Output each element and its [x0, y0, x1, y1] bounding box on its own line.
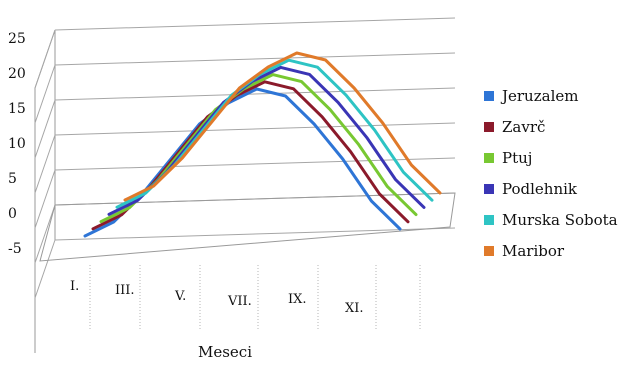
gridline	[54, 52, 456, 66]
side-gridline	[34, 169, 56, 229]
legend-swatch	[484, 90, 494, 101]
y-axis-ticks: 25 20 15 10 5 0 -5	[8, 31, 26, 257]
x-tick-label: V.	[174, 289, 186, 304]
gridline	[54, 17, 456, 31]
x-tick-label: IX.	[288, 292, 307, 307]
legend-label: Maribor	[502, 241, 565, 260]
chart-floor-plane	[39, 192, 456, 262]
y-tick-label: 15	[8, 101, 26, 117]
legend-swatch	[484, 183, 494, 194]
legend-item: Zavrč	[484, 111, 618, 142]
x-tick-label: III.	[115, 283, 135, 298]
legend-swatch	[484, 214, 494, 225]
legend-item: Jeruzalem	[484, 80, 618, 111]
chart-legend: Jeruzalem Zavrč Ptuj Podlehnik Murska Sobota…	[484, 80, 618, 266]
x-axis-ticks: I. III. V. VII. IX. XI.	[70, 265, 421, 330]
y-tick-label: 25	[8, 31, 26, 47]
chart-series	[83, 51, 442, 238]
y-tick-label: 10	[8, 136, 26, 152]
legend-item: Murska Sobota	[484, 204, 618, 235]
x-axis-label: Meseci	[198, 343, 252, 361]
series-line-zavrč	[91, 80, 410, 231]
side-gridline	[34, 29, 56, 89]
series-line-maribor	[123, 51, 442, 202]
series-line-jeruzalem	[83, 87, 402, 238]
gridline	[54, 87, 456, 101]
legend-item: Podlehnik	[484, 173, 618, 204]
y-tick-label: 5	[8, 171, 17, 187]
x-tick-label: VII.	[227, 294, 252, 309]
x-tick-label: I.	[70, 279, 79, 294]
legend-swatch	[484, 245, 494, 256]
side-gridline	[34, 64, 56, 124]
side-gridline	[34, 134, 56, 194]
legend-swatch	[484, 121, 494, 132]
gridline	[54, 227, 456, 241]
legend-label: Murska Sobota	[502, 210, 618, 229]
chart-floor	[39, 192, 456, 262]
gridline	[54, 157, 456, 171]
legend-swatch	[484, 152, 494, 163]
gridline	[54, 122, 456, 136]
legend-label: Podlehnik	[502, 179, 577, 198]
side-gridline	[34, 204, 56, 264]
x-tick-label: XI.	[345, 301, 364, 316]
y-tick-label: 0	[8, 206, 17, 222]
y-tick-label: 20	[8, 66, 26, 82]
legend-label: Zavrč	[502, 117, 546, 136]
legend-item: Maribor	[484, 235, 618, 266]
legend-label: Jeruzalem	[502, 86, 579, 105]
legend-label: Ptuj	[502, 148, 533, 167]
side-gridline	[34, 239, 56, 299]
side-gridline	[34, 99, 56, 159]
legend-item: Ptuj	[484, 142, 618, 173]
y-tick-label: -5	[8, 241, 22, 257]
